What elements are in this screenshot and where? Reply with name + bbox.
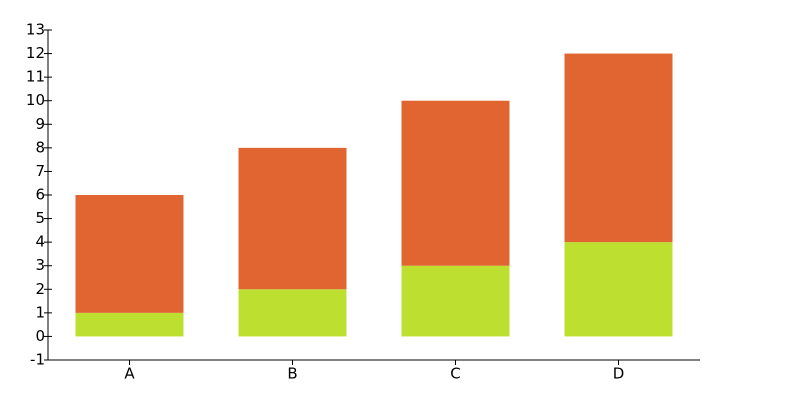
bar-segment [238, 289, 347, 337]
bar-segment [75, 195, 184, 313]
x-tick-label: A [124, 365, 135, 383]
y-tick-label: 12 [26, 44, 45, 62]
y-tick-label: 10 [26, 91, 45, 109]
bar-segment [401, 100, 510, 266]
y-tick-label: 2 [35, 280, 45, 298]
y-tick-label: 0 [35, 327, 45, 345]
y-tick-label: -1 [30, 351, 45, 369]
y-tick-label: 5 [35, 209, 45, 227]
x-tick-label: B [287, 365, 297, 383]
y-tick-label: 4 [35, 233, 45, 251]
x-tick-label: C [450, 365, 460, 383]
y-tick-label: 7 [35, 162, 45, 180]
y-tick-label: 6 [35, 186, 45, 204]
y-tick-label: 13 [26, 21, 45, 39]
bar-segment [564, 242, 673, 337]
x-tick-label: D [613, 365, 625, 383]
y-tick-label: 3 [35, 256, 45, 274]
y-tick-label: 11 [26, 68, 45, 86]
bar-segment [238, 147, 347, 290]
y-tick-label: 9 [35, 115, 45, 133]
y-tick-label: 1 [35, 303, 45, 321]
bar-segment [564, 53, 673, 243]
bar-segment [75, 312, 184, 337]
y-tick-label: 8 [35, 138, 45, 156]
bar-segment [401, 265, 510, 337]
